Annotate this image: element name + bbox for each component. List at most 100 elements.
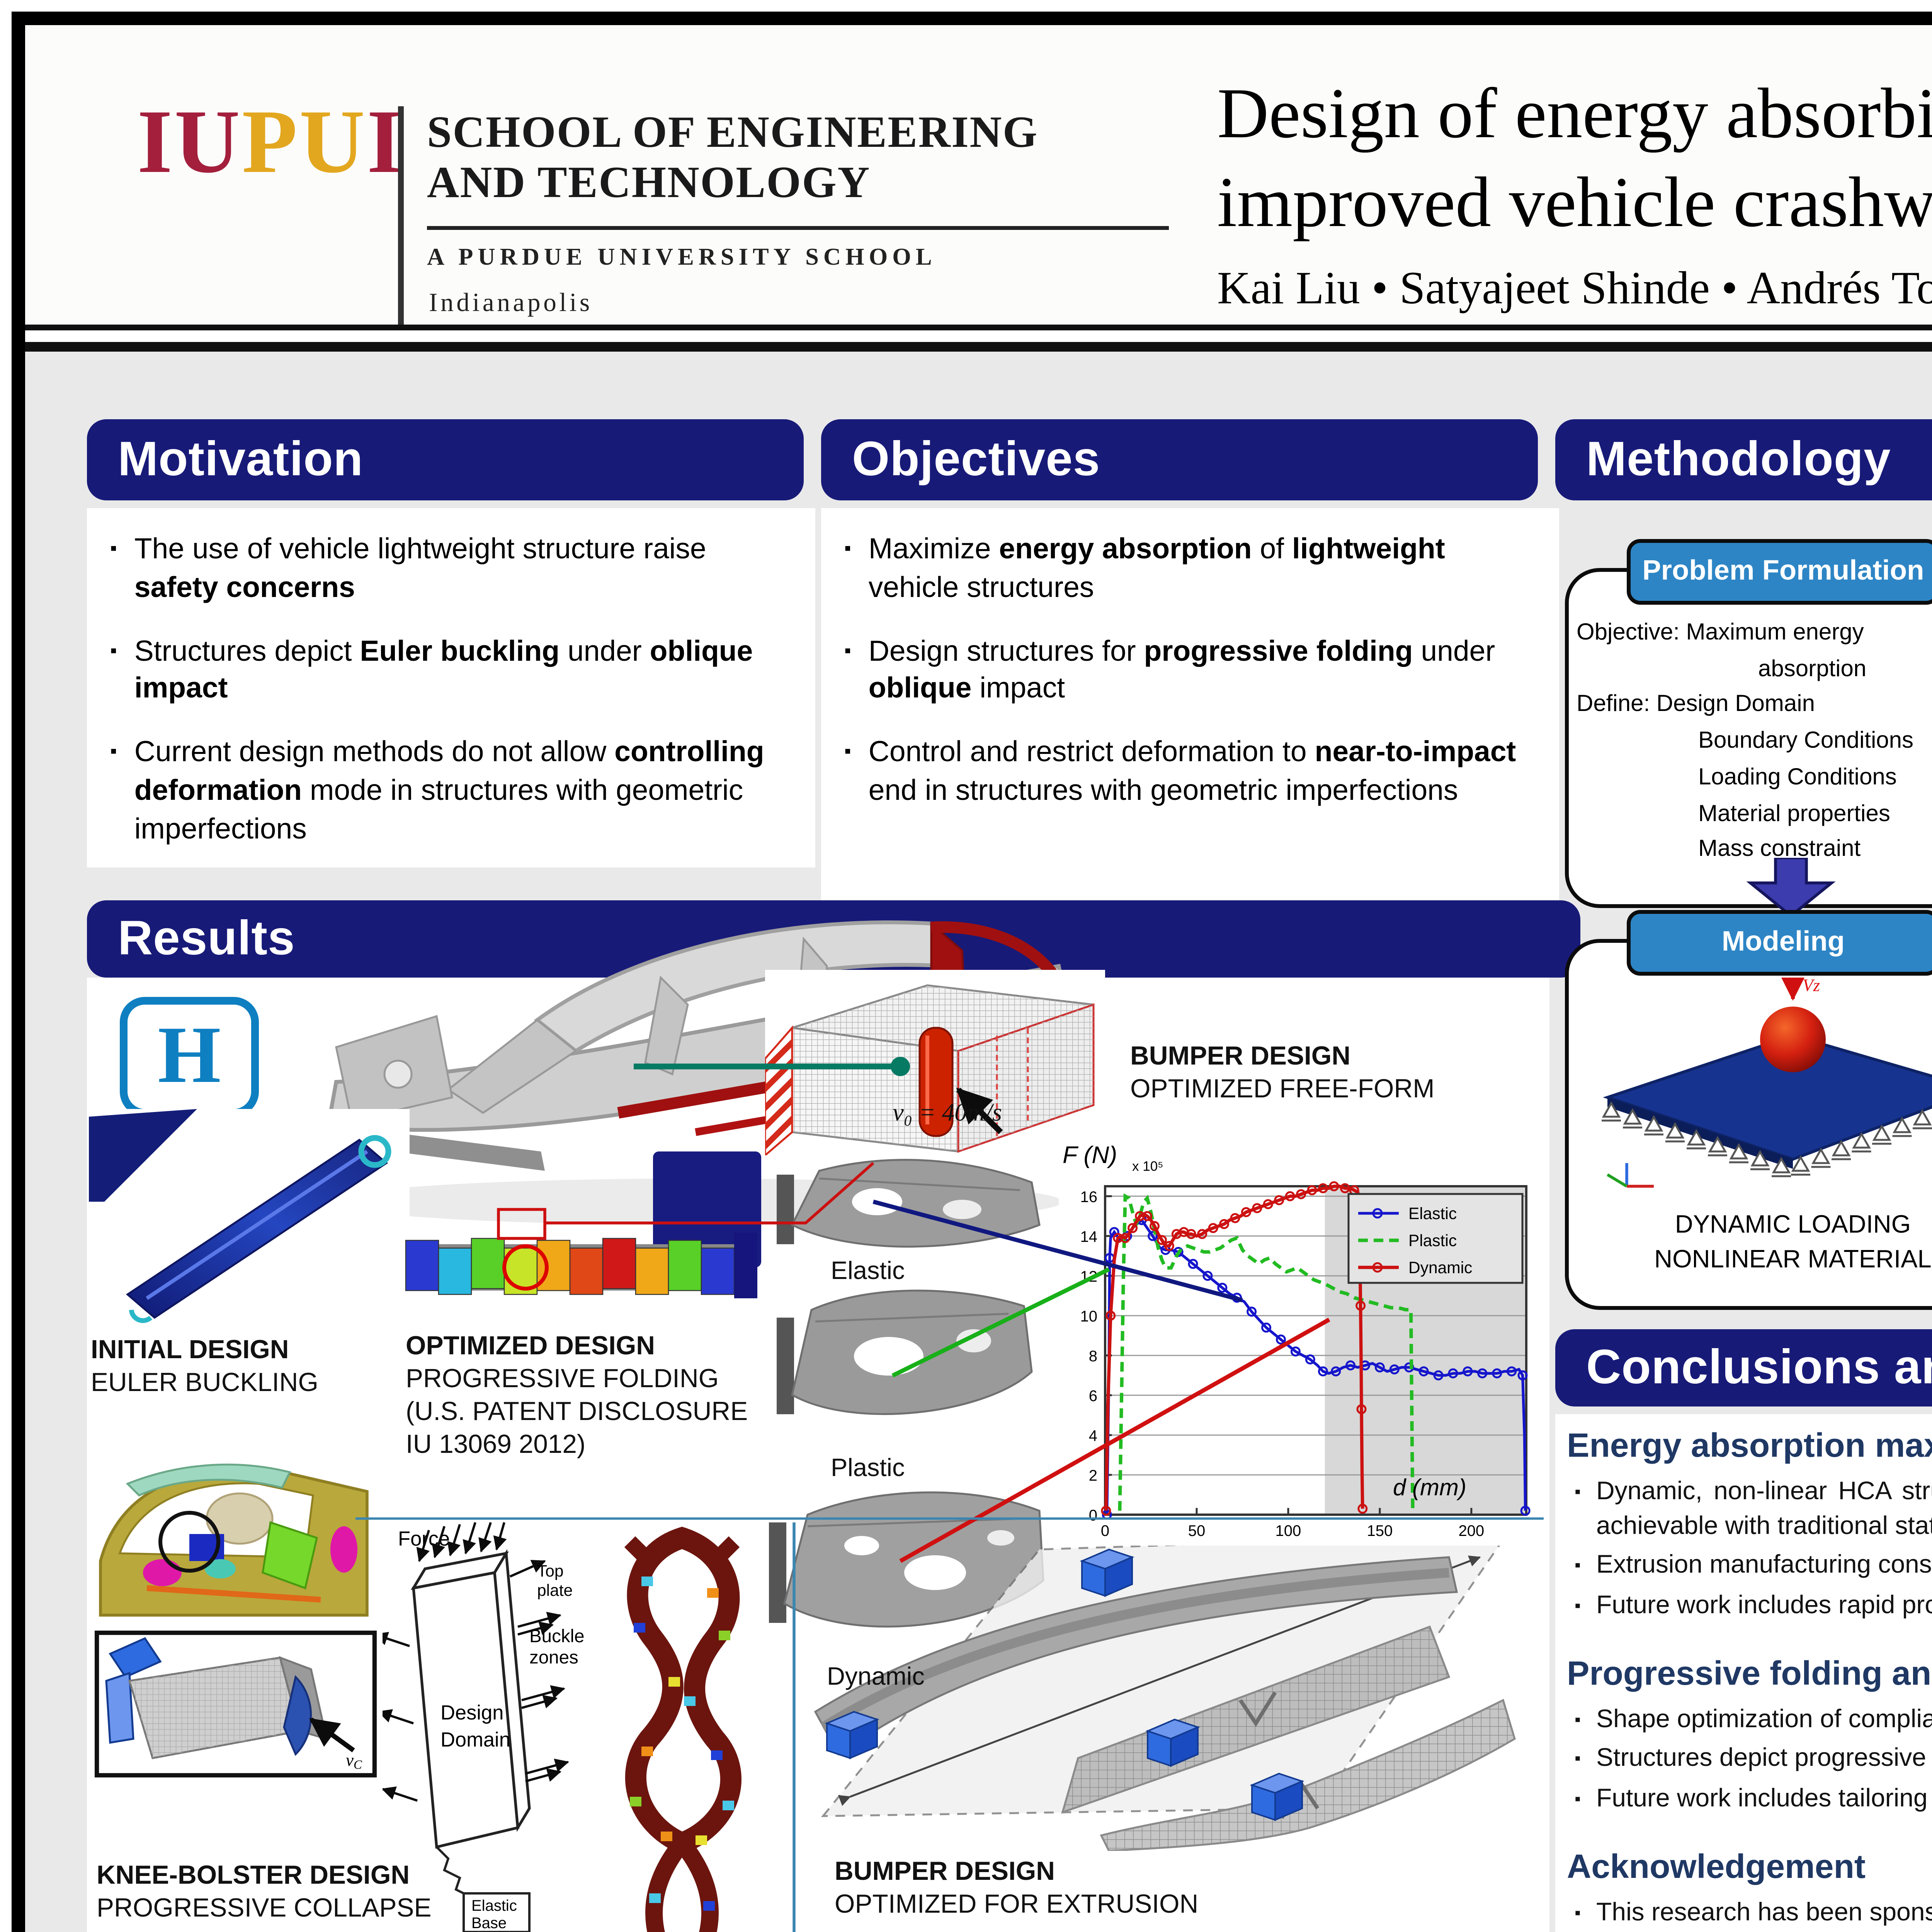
motivation-panel: ▪ The use of vehicle lightweight structur… [87, 508, 815, 867]
purdue-tagline: A PURDUE UNIVERSITY SCHOOL [427, 243, 937, 270]
top-plate-label-2: plate [537, 1582, 573, 1600]
conclusions-bullet-text: Shape optimization of compliant tubular … [1596, 1703, 1932, 1733]
pf-line: absorption [1758, 654, 1867, 682]
knee-bolster-label-line2: PROGRESSIVE COLLAPSE [97, 1893, 432, 1922]
conclusions-subheading-acknowledgement: Acknowledgement [1567, 1847, 1866, 1886]
modeling-box: Vz DYNAMIC LOADING NONLINEAR MATERIAL [1565, 939, 1932, 1310]
knee-bolster-label: KNEE-BOLSTER DESIGN PROGRESSIVE COLLAPSE [97, 1859, 432, 1924]
optimized-design-label: OPTIMIZED DESIGN PROGRESSIVE FOLDING (U.… [406, 1329, 748, 1461]
poster-title-line2: improved vehicle crashworthiness [1217, 164, 1932, 243]
buckle-arrows-right-icon [517, 1612, 569, 1782]
elastic-structure-label: Elastic [831, 1256, 905, 1285]
bullet-marker-icon: ▪ [110, 640, 117, 662]
bullet-marker-icon: ▪ [1575, 1556, 1581, 1575]
svg-text:d (mm): d (mm) [1393, 1475, 1466, 1500]
motivation-bullet: ▪ Current design methods do not allow co… [106, 735, 796, 849]
buckle-zones-label-2: zones [529, 1647, 578, 1668]
modeling-caption-line2: NONLINEAR MATERIAL [1654, 1244, 1932, 1273]
buckle-zones-label-1: Buckle [529, 1626, 585, 1646]
authors: Kai Liu • Satyajeet Shinde • Andrés Tova… [1217, 265, 1932, 315]
conclusions-bullet-text: Future work includes tailoring material … [1596, 1783, 1932, 1813]
pf-line: Objective: Maximum energy [1577, 618, 1864, 645]
conclusions-bullet: ▪ Shape optimization of compliant tubular… [1563, 1702, 1932, 1736]
svg-text:Dynamic: Dynamic [1408, 1259, 1472, 1277]
conclusions-bullet-text: Dynamic, non-linear HCA structural optim… [1596, 1476, 1932, 1539]
motivation-bullet-text: Structures depict Euler buckling under o… [134, 634, 753, 706]
extrusion-bumper-label-line2: OPTIMIZED FOR EXTRUSION [835, 1889, 1199, 1918]
header-divider-rules [25, 325, 1932, 352]
design-domain-label-2: Domain [440, 1728, 510, 1751]
progressive-collapse-voxel-figure [624, 1527, 742, 1932]
extrusion-bumper-label: BUMPER DESIGN OPTIMIZED FOR EXTRUSION [835, 1855, 1198, 1920]
poster-header: IUPUI SCHOOL OF ENGINEERING AND TECHNOLO… [25, 25, 1932, 327]
city-label: Indianapolis [429, 288, 593, 317]
elastic-base-label-1: Elastic [471, 1897, 517, 1914]
conclusions-title: Conclusions and Future Work [1586, 1340, 1932, 1394]
top-plate-label-1: Top [537, 1562, 564, 1580]
impact-velocity-label: v₀ = 40m/s [893, 1097, 1002, 1126]
plastic-structure-label: Plastic [831, 1453, 905, 1482]
conclusions-subheading-energy: Energy absorption maximization in lightw… [1567, 1426, 1932, 1464]
flow-arrow-down-icon [1746, 858, 1836, 916]
bullet-marker-icon: ▪ [844, 742, 851, 764]
bullet-marker-icon: ▪ [110, 539, 117, 560]
extrusion-beam-mesh [1061, 1625, 1451, 1814]
objectives-bullet: ▪ Maximize energy absorption of lightwei… [840, 531, 1540, 608]
freeform-design-domain-figure [765, 970, 1105, 1155]
pf-line: Material properties [1698, 799, 1890, 826]
problem-formulation-badge: Problem Formulation [1627, 539, 1932, 605]
optimized-design-label-line1: OPTIMIZED DESIGN [406, 1331, 655, 1360]
motivation-bullet-text: The use of vehicle lightweight structure… [134, 533, 706, 604]
objectives-bullet: ▪ Control and restrict deformation to ne… [840, 735, 1540, 811]
objectives-bullet-text: Design structures for progressive foldin… [868, 634, 1495, 706]
bullet-marker-icon: ▪ [1575, 1709, 1581, 1729]
svg-text:F (N): F (N) [1063, 1141, 1117, 1168]
conclusions-bullet-text: Structures depict progressive folding ne… [1596, 1743, 1932, 1773]
initial-design-label-line2: EULER BUCKLING [91, 1368, 318, 1397]
pf-line: Boundary Conditions [1698, 726, 1914, 754]
svg-text:8: 8 [1089, 1348, 1097, 1365]
modeling-badge-label: Modeling [1721, 927, 1845, 958]
svg-text:10: 10 [1080, 1308, 1098, 1325]
conclusions-bullet: ▪ Future work includes tailoring material… [1563, 1782, 1932, 1816]
bullet-marker-icon: ▪ [1575, 1482, 1581, 1501]
freeform-bumper-label-line1: BUMPER DESIGN [1130, 1041, 1351, 1070]
svg-text:4: 4 [1089, 1427, 1097, 1444]
optimized-design-label-line2: PROGRESSIVE FOLDING [406, 1364, 719, 1393]
pf-line: Define: Design Domain [1577, 690, 1815, 718]
svg-text:12: 12 [1080, 1268, 1098, 1285]
extrusion-bumper-label-line1: BUMPER DESIGN [835, 1857, 1055, 1886]
extrusion-bumper-figure [814, 1533, 1516, 1851]
objectives-bullet-text: Control and restrict deformation to near… [868, 736, 1516, 808]
problem-formulation-box: Objective: Maximum energy absorption Def… [1565, 568, 1932, 908]
knee-bolster-domain-inset: vC [95, 1631, 377, 1777]
conclusions-bullet: ▪ Future work includes rapid prototyping … [1563, 1588, 1932, 1622]
honda-h-mark-icon: H [120, 997, 259, 1117]
vz-label: Vz [1803, 976, 1820, 995]
design-domain-label-1: Design [440, 1701, 503, 1724]
optimized-design-label-line3: (U.S. PATENT DISCLOSURE [406, 1397, 748, 1426]
results-title: Results [118, 911, 295, 965]
conclusions-panel [1555, 1414, 1932, 1932]
poster-title-line1: Design of energy absorbing lightweight s… [1217, 75, 1932, 155]
optimized-design-figure [405, 1233, 757, 1298]
modeling-caption-line1: DYNAMIC LOADING [1675, 1209, 1911, 1238]
svg-text:Plastic: Plastic [1408, 1232, 1457, 1250]
initial-design-figure [89, 1109, 410, 1329]
impactor-sphere [1760, 1007, 1826, 1072]
svg-text:100: 100 [1276, 1522, 1301, 1539]
motivation-header: Motivation [87, 419, 804, 500]
svg-text:2: 2 [1089, 1467, 1097, 1484]
motivation-bullet: ▪ Structures depict Euler buckling under… [106, 633, 796, 709]
axis-triad-icon [1607, 1163, 1654, 1188]
objectives-header: Objectives [821, 419, 1538, 500]
svg-text:0: 0 [1101, 1522, 1109, 1539]
svg-text:50: 50 [1188, 1522, 1206, 1539]
initial-design-label-line1: INITIAL DESIGN [91, 1335, 289, 1364]
school-name-line2: AND TECHNOLOGY [427, 158, 871, 207]
brand-divider [398, 106, 403, 327]
elastic-base-label-2: Base [471, 1915, 507, 1932]
school-rule [427, 226, 1169, 230]
conclusions-bullet: ▪ Structures depict progressive folding n… [1563, 1742, 1932, 1776]
